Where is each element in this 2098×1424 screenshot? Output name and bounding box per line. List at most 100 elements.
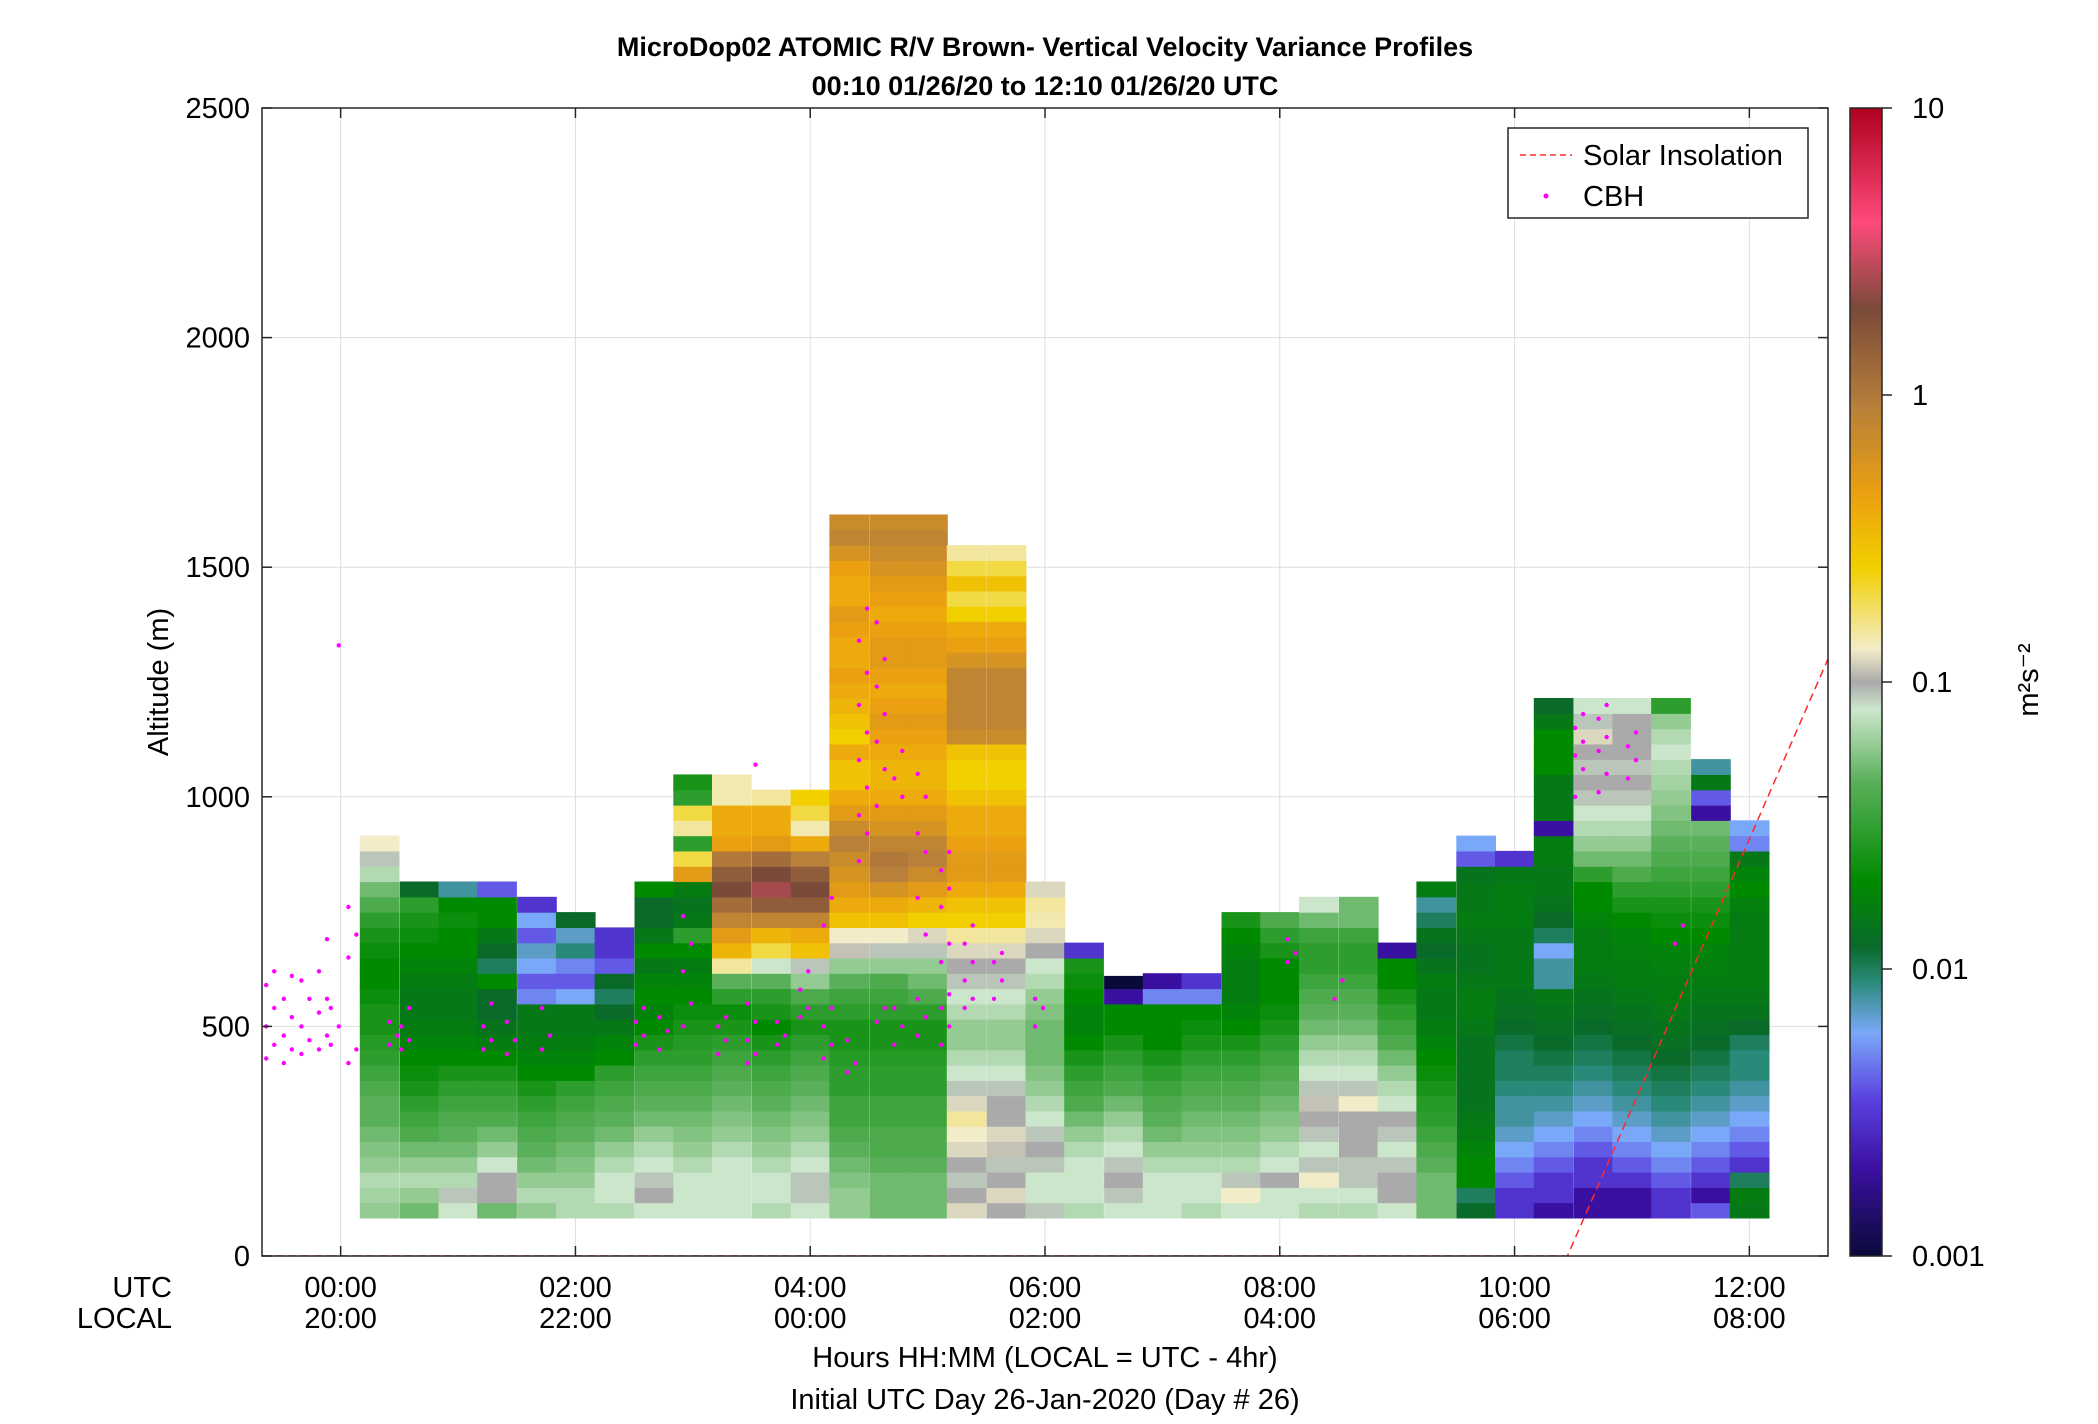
heatmap-cell	[869, 835, 909, 852]
heatmap-cell	[1338, 1019, 1379, 1035]
cbh-point	[774, 1042, 780, 1048]
cbh-point	[821, 1056, 826, 1061]
heatmap-cell	[1612, 1095, 1653, 1112]
heatmap-cell	[946, 1187, 987, 1204]
cbh-point	[307, 1038, 312, 1043]
heatmap-cell	[477, 1034, 517, 1051]
heatmap-cell	[829, 835, 870, 852]
heatmap-cell	[517, 912, 557, 928]
heatmap-cell	[946, 728, 987, 745]
heatmap-cell	[946, 1172, 987, 1188]
heatmap-cell	[1299, 973, 1339, 990]
cbh-point	[299, 1024, 304, 1029]
heatmap-cell	[1651, 805, 1691, 821]
heatmap-cell	[1025, 896, 1066, 913]
heatmap-cell	[1691, 1080, 1731, 1097]
heatmap-cell	[1691, 1141, 1731, 1158]
heatmap-cell	[790, 881, 831, 898]
heatmap-cell	[359, 1034, 400, 1051]
heatmap-cell	[1338, 1172, 1379, 1188]
heatmap-cell	[1338, 1095, 1379, 1112]
heatmap-cell	[1338, 1141, 1379, 1158]
heatmap-cell	[829, 789, 870, 806]
heatmap-cell	[712, 820, 752, 837]
heatmap-cell	[946, 759, 987, 775]
heatmap-cell	[1612, 1156, 1653, 1173]
heatmap-cell	[790, 789, 831, 806]
heatmap-cell	[594, 1049, 635, 1066]
heatmap-cell	[399, 1065, 440, 1081]
heatmap-cell	[790, 957, 831, 974]
heatmap-cell	[829, 957, 870, 974]
cbh-point	[1572, 753, 1578, 758]
heatmap-cell	[1573, 1156, 1614, 1173]
heatmap-cell	[869, 927, 909, 944]
cbh-point	[900, 794, 905, 799]
heatmap-cell	[1221, 1156, 1262, 1173]
x-axis-label: Hours HH:MM (LOCAL = UTC - 4hr)	[812, 1342, 1277, 1374]
heatmap-cell	[673, 1003, 713, 1020]
heatmap-cell	[1729, 1187, 1770, 1204]
heatmap-cell	[1495, 973, 1535, 990]
heatmap-cell	[673, 1080, 713, 1097]
colorbar-tick-label: 10	[1912, 93, 1944, 125]
cbh-point	[915, 1033, 920, 1038]
heatmap-cell	[712, 866, 752, 883]
heatmap-cell	[1181, 973, 1222, 990]
heatmap-cell	[790, 835, 831, 852]
heatmap-cell	[1573, 743, 1614, 760]
y-tick-label: 2000	[185, 323, 250, 355]
heatmap-cell	[986, 1172, 1027, 1188]
heatmap-cell	[1729, 866, 1770, 883]
cbh-point	[864, 606, 870, 611]
heatmap-cell	[908, 1080, 948, 1097]
heatmap-cell	[946, 1156, 987, 1173]
heatmap-cell	[594, 1187, 635, 1204]
cbh-point	[856, 757, 862, 763]
heatmap-cell	[359, 927, 400, 944]
heatmap-cell	[1495, 1202, 1535, 1219]
heatmap-cell	[359, 866, 400, 883]
heatmap-cell	[1260, 1187, 1300, 1204]
heatmap-cell	[1651, 774, 1691, 791]
heatmap-cell	[1533, 713, 1574, 730]
heatmap-cell	[1416, 1049, 1457, 1066]
heatmap-cell	[1025, 927, 1066, 944]
heatmap-cell	[1533, 881, 1574, 898]
cbh-point	[328, 1005, 333, 1011]
heatmap-cell	[1064, 1003, 1104, 1020]
heatmap-cell	[1651, 942, 1691, 959]
heatmap-cell	[1377, 1003, 1418, 1020]
heatmap-cell	[555, 1019, 596, 1035]
heatmap-cell	[1142, 1095, 1183, 1112]
heatmap-cell	[1495, 850, 1535, 867]
heatmap-cell	[946, 1019, 987, 1035]
heatmap-cell	[751, 835, 792, 852]
heatmap-cell	[1456, 957, 1496, 974]
heatmap-cell	[1338, 1065, 1379, 1081]
heatmap-cell	[869, 682, 909, 699]
heatmap-cell	[1612, 743, 1653, 760]
heatmap-cell	[869, 1003, 909, 1020]
heatmap-cell	[869, 850, 909, 867]
heatmap-cell	[1729, 973, 1770, 990]
heatmap-cell	[829, 912, 870, 928]
heatmap-cell	[790, 866, 831, 883]
heatmap-cell	[1612, 896, 1653, 913]
heatmap-cell	[946, 988, 987, 1005]
cbh-point	[915, 996, 920, 1001]
heatmap-cell	[1573, 988, 1614, 1005]
cbh-point	[272, 1005, 277, 1011]
heatmap-cell	[829, 713, 870, 730]
heatmap-cell	[908, 621, 948, 638]
cbh-point	[504, 1051, 510, 1057]
heatmap-cell	[399, 1049, 440, 1066]
heatmap-cell	[1456, 896, 1496, 913]
heatmap-cell	[1104, 1187, 1144, 1204]
heatmap-cell	[1495, 881, 1535, 898]
heatmap-cell	[1612, 713, 1653, 730]
cbh-point	[1596, 790, 1601, 795]
heatmap-cell	[1612, 698, 1653, 714]
heatmap-cell	[634, 1172, 675, 1188]
heatmap-cell	[1260, 1126, 1300, 1142]
